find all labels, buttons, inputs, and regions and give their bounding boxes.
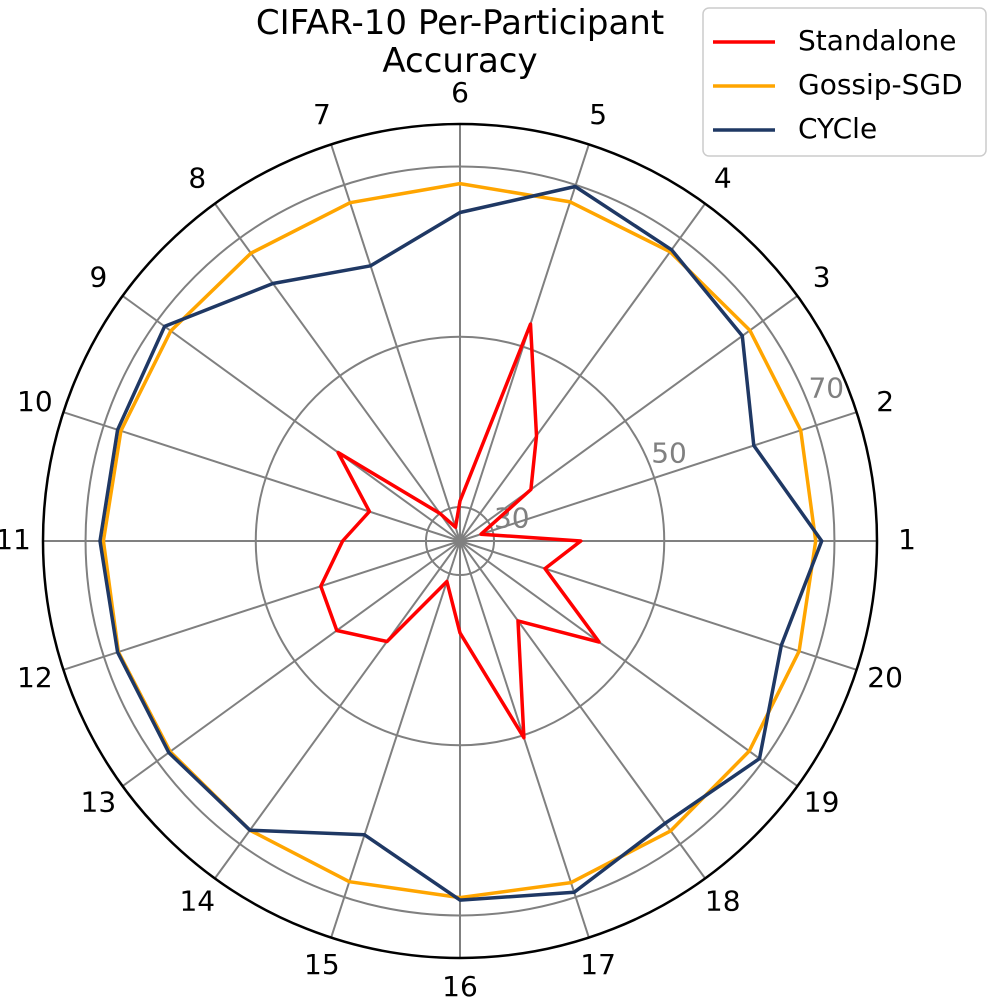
category-label: 6 [451, 76, 469, 109]
category-label: 12 [17, 661, 53, 694]
series-line [98, 184, 824, 902]
category-label: 8 [188, 161, 206, 194]
category-label: 17 [580, 948, 616, 981]
spoke [63, 540, 461, 671]
category-label: 15 [304, 948, 340, 981]
spoke [63, 411, 461, 542]
grid-ring [254, 335, 666, 747]
spoke [122, 295, 461, 542]
spoke [122, 540, 461, 787]
category-label: 11 [0, 523, 31, 556]
spoke [330, 540, 461, 938]
category-label: 16 [442, 970, 478, 999]
category-label: 19 [804, 786, 840, 819]
spoke [459, 411, 857, 542]
category-label: 4 [714, 161, 732, 194]
category-label: 7 [313, 98, 331, 131]
category-label: 2 [876, 385, 894, 418]
spoke [459, 540, 706, 879]
category-label: 18 [705, 885, 741, 918]
spoke [214, 540, 461, 879]
category-label: 1 [898, 523, 916, 556]
category-label: 3 [813, 260, 831, 293]
r-tick-label: 50 [651, 436, 687, 469]
spoke [330, 144, 461, 542]
legend-label: Standalone [798, 24, 956, 57]
category-label: 5 [589, 98, 607, 131]
category-label: 14 [179, 885, 215, 918]
outer-frame [41, 122, 879, 960]
category-label: 20 [867, 661, 903, 694]
spoke [459, 203, 706, 542]
series-line [319, 322, 601, 740]
category-label: 10 [17, 385, 53, 418]
series-line [101, 181, 818, 900]
grid-ring [84, 165, 836, 917]
legend-label: Gossip-SGD [798, 68, 963, 101]
category-label: 9 [89, 260, 107, 293]
legend-label: CYCle [798, 112, 877, 145]
legend-box [702, 7, 987, 157]
chart-title: CIFAR-10 Per-Participant Accuracy [255, 3, 665, 81]
r-tick-label: 70 [808, 371, 844, 404]
spoke [459, 540, 798, 787]
spoke [459, 540, 857, 671]
category-label: 13 [81, 786, 117, 819]
spoke [214, 203, 461, 542]
